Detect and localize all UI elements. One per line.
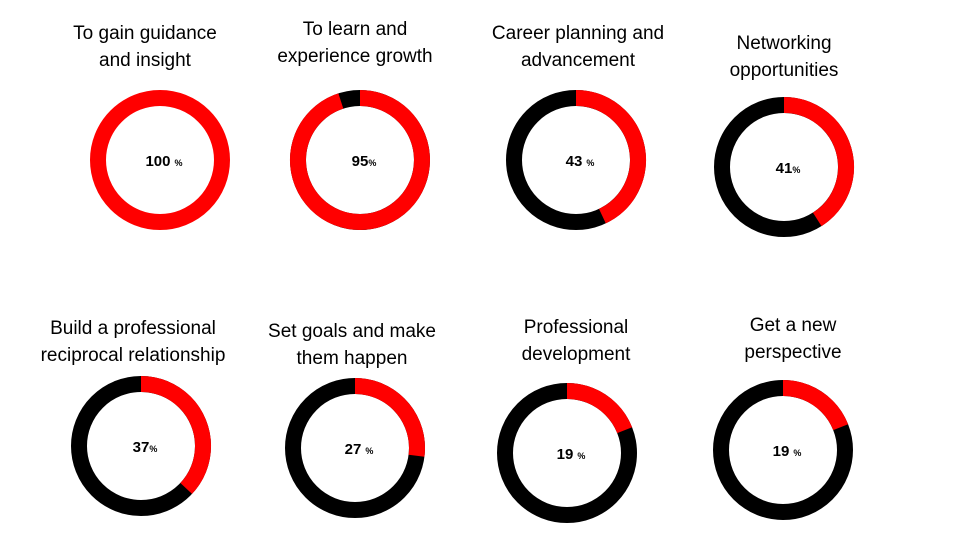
donut-slice	[354, 378, 425, 457]
donut-chart: 43%	[506, 90, 646, 230]
value-label: 95%	[352, 153, 377, 170]
chart-title: Build a professional reciprocal relation…	[40, 318, 226, 366]
chart-title: Career planning and advancement	[491, 23, 665, 71]
donut-slice	[575, 90, 646, 224]
donut-chart: 19%	[713, 380, 853, 520]
donut-slice	[566, 383, 633, 434]
donut-chart: 27%	[285, 378, 425, 518]
value-label: 27%	[345, 441, 374, 458]
donut-slice	[140, 376, 211, 494]
value-label: 37%	[133, 439, 158, 456]
chart-title: Set goals and make them happen	[268, 321, 436, 369]
value-label: 100%	[145, 153, 182, 170]
value-label: 41%	[776, 160, 801, 177]
donut-slice	[90, 90, 230, 230]
value-label: 43%	[566, 153, 595, 170]
donut-chart: 41%	[714, 97, 854, 237]
chart-title: To learn and experience growth	[277, 19, 433, 67]
donut-slice	[782, 380, 849, 431]
donut-chart: 37%	[71, 376, 211, 516]
donut-slice	[289, 90, 430, 230]
value-label: 19%	[773, 443, 802, 460]
donut-chart: 100%	[90, 90, 230, 230]
donut-chart: 95%	[289, 90, 430, 230]
chart-title: Professional development	[521, 317, 631, 365]
chart-title: Networking opportunities	[729, 33, 839, 81]
donut-chart: 19%	[497, 383, 637, 523]
chart-title: Get a new perspective	[744, 315, 842, 363]
value-label: 19%	[557, 446, 586, 463]
donut-slice	[783, 97, 854, 227]
chart-title: To gain guidance and insight	[73, 23, 217, 71]
